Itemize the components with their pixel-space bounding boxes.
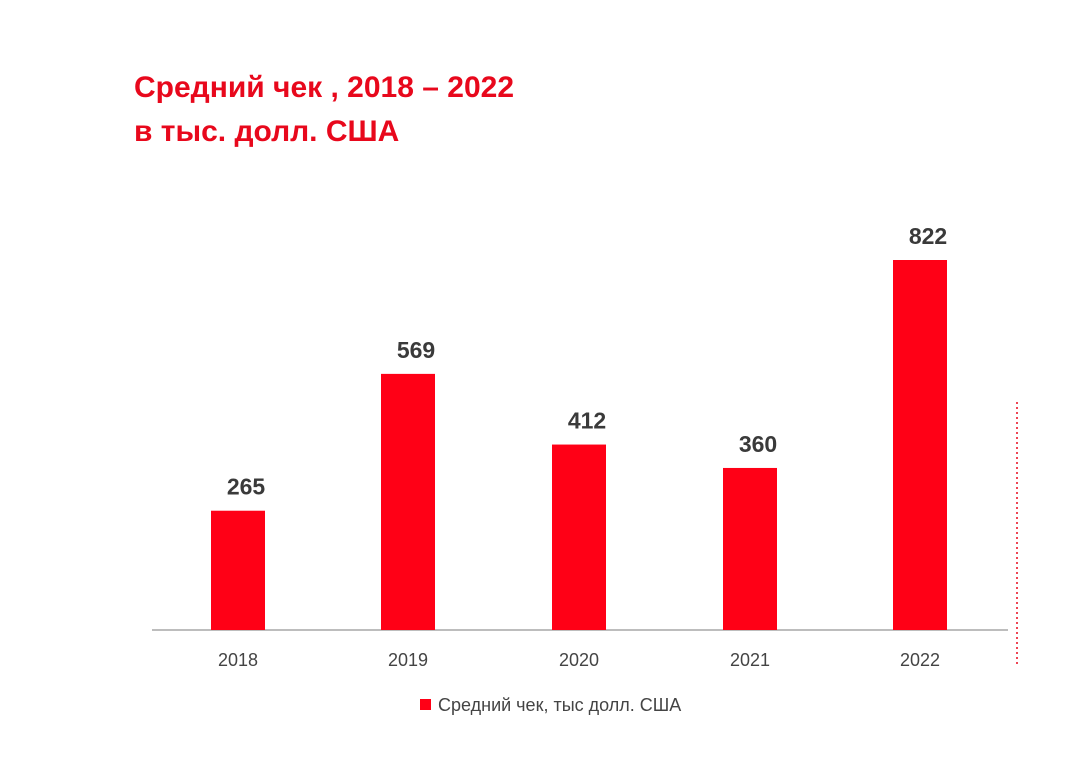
chart-title: Средний чек , 2018 – 2022 <box>134 71 515 104</box>
legend-swatch <box>420 699 431 710</box>
x-tick-2021: 2021 <box>730 650 770 670</box>
legend: Средний чек, тыс долл. США <box>420 695 681 715</box>
data-label-2020: 412 <box>568 408 606 434</box>
x-tick-2018: 2018 <box>218 650 258 670</box>
bar-2020 <box>552 444 606 630</box>
legend-label: Средний чек, тыс долл. США <box>438 695 681 715</box>
chart-subtitle: в тыс. долл. США <box>134 115 400 148</box>
data-label-2021: 360 <box>739 431 777 457</box>
data-label-2019: 569 <box>397 337 435 363</box>
data-label-2022: 822 <box>909 223 947 249</box>
bar-2019 <box>381 373 435 630</box>
x-tick-2019: 2019 <box>388 650 428 670</box>
bar-2021 <box>723 467 777 630</box>
chart-title-block: Средний чек , 2018 – 2022 в тыс. долл. С… <box>134 66 514 154</box>
data-label-2018: 265 <box>227 474 266 500</box>
x-tick-2022: 2022 <box>900 650 940 670</box>
bar-2022 <box>893 260 947 630</box>
x-tick-2020: 2020 <box>559 650 599 670</box>
bar-2018 <box>211 510 265 630</box>
